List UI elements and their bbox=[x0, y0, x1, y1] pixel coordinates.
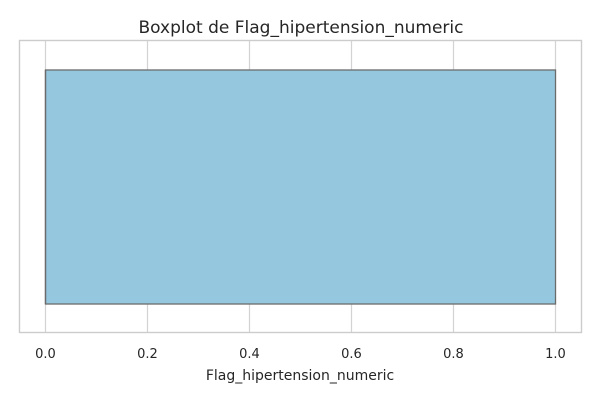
x-tick-label: 0.2 bbox=[137, 347, 158, 362]
x-tick-labels: 0.0 0.2 0.4 0.6 0.8 1.0 bbox=[35, 347, 566, 362]
x-tick-label: 0.0 bbox=[35, 347, 56, 362]
x-tick-label: 0.8 bbox=[443, 347, 464, 362]
x-tick-label: 0.4 bbox=[239, 347, 260, 362]
box-iqr bbox=[44, 69, 557, 305]
x-tick-label: 0.6 bbox=[341, 347, 362, 362]
x-axis-label: Flag_hipertension_numeric bbox=[206, 368, 394, 384]
x-tick-label: 1.0 bbox=[545, 347, 566, 362]
box-group bbox=[44, 69, 557, 305]
plot-frame bbox=[18, 39, 583, 334]
chart-title: Boxplot de Flag_hipertension_numeric bbox=[139, 18, 464, 38]
